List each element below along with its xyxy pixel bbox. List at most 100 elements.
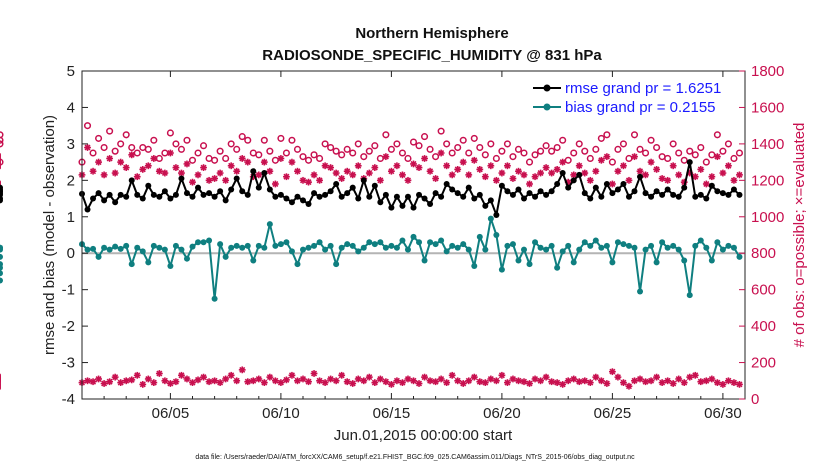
evaluated-obs-marker [211, 175, 218, 182]
rmse-point [449, 186, 456, 193]
evaluated-obs-marker [526, 180, 533, 188]
possible-obs-marker [459, 136, 467, 144]
rmse-point [587, 195, 594, 202]
rmse-point [316, 193, 323, 200]
y-left-tick-label: -4 [62, 391, 75, 408]
bottom-obs-marker [476, 378, 484, 386]
bias-point [388, 242, 395, 249]
bottom-obs-marker [492, 377, 500, 385]
bottom-obs-marker [515, 377, 522, 385]
evaluated-obs-marker [205, 176, 213, 184]
bottom-obs-marker [719, 381, 727, 388]
bias-point [653, 259, 660, 266]
rmse-point [603, 180, 610, 187]
y-right-tick-label: 0 [751, 391, 759, 408]
rmse-point [703, 195, 710, 202]
bottom-obs-marker [730, 379, 738, 386]
evaluated-obs-marker [238, 155, 246, 162]
bias-point [554, 264, 561, 271]
evaluated-obs-marker [625, 176, 633, 184]
possible-obs-marker [205, 154, 213, 163]
evaluated-obs-marker [255, 171, 263, 179]
possible-obs-marker [597, 134, 605, 142]
bias-point [261, 244, 268, 251]
possible-obs-marker [603, 131, 611, 139]
bias-point [393, 244, 400, 251]
bottom-obs-marker [200, 373, 207, 381]
rmse-point [476, 191, 483, 198]
rmse-point [333, 180, 340, 187]
bias-point [637, 288, 644, 295]
evaluated-obs-marker [161, 169, 169, 177]
bottom-obs-marker [570, 375, 578, 383]
bottom-obs-marker [642, 378, 649, 386]
evaluated-obs-marker [702, 180, 710, 188]
evaluated-obs-marker [708, 173, 716, 181]
rmse-point [112, 199, 119, 206]
bottom-obs-marker [675, 375, 683, 383]
evaluated-obs-marker [299, 176, 307, 184]
y-right-tick-label: 1000 [751, 209, 784, 226]
y-axis-left-label: rmse and bias (model - observation) [41, 115, 58, 355]
evaluated-obs-marker [178, 169, 185, 177]
bias-point [178, 246, 185, 253]
rmse-point [233, 175, 240, 182]
bottom-obs-marker [664, 377, 672, 385]
bias-point [410, 233, 417, 240]
evaluated-obs-marker [675, 171, 683, 179]
rmse-point [543, 191, 550, 198]
bottom-obs-marker [144, 375, 152, 383]
bottom-obs-marker [736, 381, 743, 388]
bottom-obs-marker [658, 379, 666, 386]
y-left-tick-label: -1 [62, 282, 75, 299]
bottom-obs-marker [531, 375, 539, 383]
evaluated-obs-marker [266, 167, 274, 175]
possible-obs-marker [161, 149, 169, 157]
rmse-point [537, 188, 544, 195]
rmse-point [167, 195, 174, 202]
bottom-obs-marker [371, 379, 379, 386]
bias-line [81, 217, 741, 300]
bottom-obs-marker [415, 380, 423, 387]
x-tick-label: 06/30 [704, 405, 742, 422]
possible-obs-marker [564, 156, 572, 164]
x-tick-label: 06/25 [594, 405, 632, 422]
possible-obs-marker [503, 140, 511, 148]
bottom-obs-marker [410, 377, 417, 385]
possible-obs-marker [354, 140, 362, 148]
chart-title-line1: Northern Hemisphere [355, 25, 508, 42]
evaluated-obs-marker [603, 153, 611, 161]
rmse-point [327, 188, 334, 195]
bias-point [95, 253, 102, 260]
possible-obs-marker [376, 154, 384, 163]
evaluated-obs-marker [570, 171, 578, 179]
bias-point [305, 244, 312, 251]
evaluated-obs-marker [244, 158, 252, 166]
bias-point [90, 245, 97, 252]
evaluated-obs-marker [128, 151, 136, 159]
possible-obs-marker [570, 149, 578, 157]
evaluated-obs-marker [642, 171, 649, 179]
possible-obs-marker [304, 156, 313, 164]
possible-obs-marker [409, 138, 418, 146]
evaluated-obs-marker [382, 153, 390, 161]
bottom-obs-marker [327, 375, 335, 383]
bottom-obs-marker [620, 379, 627, 386]
bottom-obs-marker [365, 373, 373, 381]
bias-point [349, 242, 356, 249]
possible-obs-marker [117, 140, 125, 148]
y-right-tick-label: 1600 [751, 99, 784, 116]
evaluated-obs-marker [415, 164, 423, 171]
bottom-obs-marker [244, 378, 252, 386]
evaluated-obs-marker [548, 169, 556, 177]
bottom-obs-marker [702, 377, 710, 385]
bias-point [515, 257, 522, 264]
bias-point [377, 239, 384, 246]
bottom-obs-marker [680, 379, 688, 386]
y-axis-right-label: # of obs: o=possible; ×=evaluated [791, 123, 808, 348]
evaluated-obs-marker [404, 176, 412, 184]
rmse-point [355, 195, 362, 202]
bias-point [570, 259, 577, 266]
evaluated-obs-marker [410, 160, 417, 168]
evaluated-obs-marker [592, 167, 600, 175]
